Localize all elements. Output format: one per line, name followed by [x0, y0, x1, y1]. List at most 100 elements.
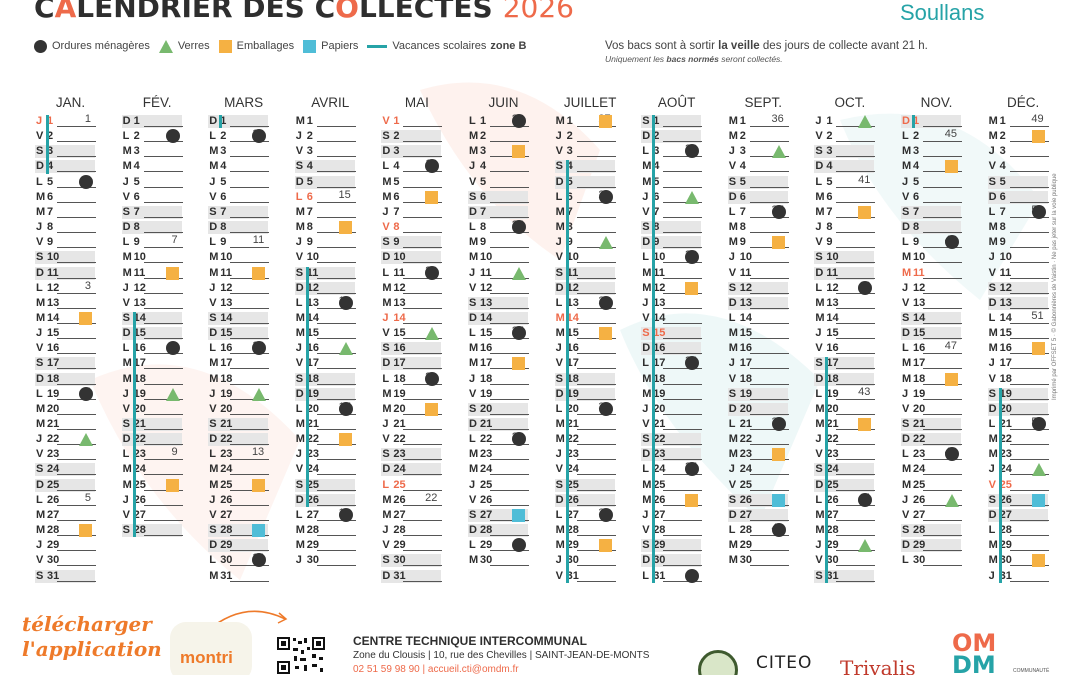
qr-code-icon[interactable] [276, 636, 326, 675]
weekday-letter: J [469, 266, 476, 279]
day-number: 5 [220, 175, 227, 188]
day-row: D 31 [381, 569, 447, 583]
day-row: L2152 [988, 416, 1054, 431]
weekday-letter: V [728, 478, 737, 491]
day-row: M127 [555, 113, 621, 128]
day-number: 19 [566, 387, 579, 400]
weekday-letter: D [555, 175, 564, 188]
weekday-letter: D [122, 115, 131, 127]
day-row: J 13 [641, 297, 707, 310]
weekday-letter: M [469, 145, 479, 158]
day-underline [230, 489, 270, 491]
collection-notice-small: Uniquement les bacs normés seront collec… [605, 54, 1005, 64]
day-number: 16 [220, 342, 233, 355]
weekday-letter: S [815, 569, 823, 582]
weekday-letter: J [382, 311, 389, 324]
day-number: 21 [393, 418, 406, 430]
day-row: M 28 [555, 524, 621, 537]
weekday-letter: J [469, 160, 476, 173]
weekday-letter: V [815, 236, 823, 249]
weekday-letter: S [555, 372, 563, 385]
day-number: 5 [739, 175, 746, 188]
day-number: 20 [566, 402, 579, 415]
weekday-letter: D [469, 524, 477, 537]
notice-small-text-1: Uniquement les [605, 54, 667, 64]
vacation-line [998, 387, 1002, 583]
day-row: D 26 [554, 493, 621, 507]
weekday-letter: M [815, 524, 825, 537]
verres-triangle-icon [252, 387, 267, 401]
weekday-letter: M [36, 402, 46, 415]
day-row: L26 [122, 128, 188, 144]
day-row: J 19 [122, 387, 188, 401]
day-row: M 30 [468, 554, 534, 567]
day-row: M 28 [35, 524, 101, 538]
weekday-letter: J [555, 130, 562, 143]
day-number: 17 [913, 357, 926, 370]
day-number: 3 [220, 145, 227, 158]
day-underline [490, 459, 529, 461]
day-number: 9 [220, 236, 227, 249]
day-number: 6 [47, 190, 54, 203]
weekend-shade [727, 175, 788, 189]
weekday-letter: V [642, 311, 650, 324]
day-underline [923, 277, 962, 279]
day-row: L2348 [901, 446, 967, 462]
weekday-letter: J [36, 539, 43, 552]
day-underline [576, 216, 616, 218]
weekday-letter: S [555, 478, 563, 491]
day-underline [836, 504, 876, 506]
weekday-letter: M [469, 448, 479, 461]
ordures-dot-icon [685, 356, 700, 371]
day-underline [749, 413, 789, 415]
day-underline [836, 338, 876, 340]
weekday-letter: D [295, 387, 304, 400]
montri-app-badge[interactable]: montri [170, 622, 252, 675]
legend-label-verres: Verres [177, 40, 210, 52]
weekday-letter: M [728, 130, 738, 143]
day-underline [923, 307, 962, 309]
day-number: 27 [220, 508, 233, 521]
day-number: 31 [47, 569, 60, 582]
day-underline [490, 368, 529, 370]
weekday-letter: S [815, 145, 823, 158]
day-number: 15 [999, 327, 1012, 340]
ordures-dot-icon [425, 159, 440, 174]
day-underline [57, 489, 96, 491]
weekday-letter: M [36, 311, 46, 324]
day-underline [403, 247, 443, 249]
ordures-dot-icon [598, 295, 613, 310]
download-app-text[interactable]: télécharger l'application [22, 612, 172, 662]
day-underline [230, 292, 270, 294]
day-number: 3 [739, 145, 746, 158]
day-underline [143, 504, 183, 506]
day-underline [490, 156, 529, 158]
day-number: 15 [306, 327, 320, 340]
weekend-shade [814, 145, 875, 159]
weekday-letter: J [815, 327, 822, 340]
center-contact[interactable]: 02 51 59 98 90 | accueil.cti@omdm.fr [353, 664, 519, 675]
day-underline [836, 353, 876, 355]
day-number: 7 [47, 205, 54, 218]
day-number: 26 [739, 493, 753, 506]
ordures-dot-icon [79, 386, 93, 401]
day-underline [663, 126, 703, 127]
day-underline [403, 277, 443, 279]
weekday-letter: M [988, 539, 998, 552]
day-underline [403, 156, 443, 158]
day-underline [230, 262, 270, 264]
ordures-dot-icon [512, 220, 526, 235]
weekday-letter: S [815, 463, 823, 476]
weekday-letter: J [988, 569, 995, 582]
weekday-letter: M [815, 418, 825, 430]
day-row: S 18 [554, 372, 621, 386]
weekday-letter: M [988, 342, 998, 355]
day-underline [143, 232, 183, 234]
day-row: L 26 5 [35, 492, 101, 507]
day-underline [663, 262, 703, 264]
